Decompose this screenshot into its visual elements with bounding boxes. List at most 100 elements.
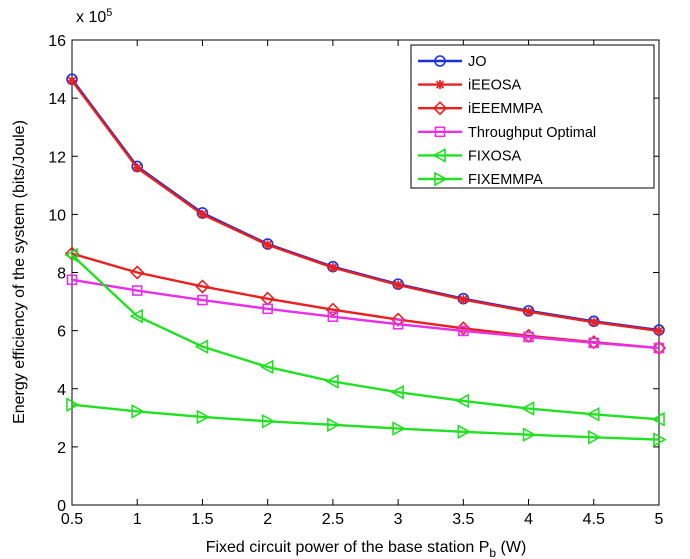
asterisk-stroke — [198, 210, 207, 219]
x-tick-label: 5 — [655, 511, 664, 528]
legend-marker — [434, 126, 446, 138]
series-3 — [66, 274, 665, 354]
data-point — [197, 209, 207, 219]
legend-label: Throughput Optimal — [468, 125, 596, 141]
legend-marker — [432, 101, 448, 116]
data-point — [392, 421, 406, 436]
data-point — [131, 285, 143, 296]
legend-entry: Throughput Optimal — [418, 125, 596, 141]
data-point — [455, 393, 470, 409]
legend: JO iEEOSA iEEEMMPA Throughput Optimal FIXOSA… — [410, 44, 655, 189]
y-multiplier-label: x 105 — [76, 7, 112, 26]
y-tick-label: 8 — [57, 266, 66, 283]
data-point — [325, 374, 339, 389]
data-point — [64, 246, 80, 261]
series-5 — [66, 397, 667, 447]
x-tick-label: 1.5 — [191, 511, 213, 528]
y-tick-label: 12 — [48, 149, 66, 166]
asterisk-stroke — [524, 307, 533, 316]
y-tick-label: 6 — [57, 324, 66, 341]
asterisk-stroke — [67, 76, 77, 85]
legend-label: FIXOSA — [468, 148, 522, 164]
asterisk-stroke — [654, 326, 664, 336]
data-point — [327, 417, 341, 433]
data-point — [458, 325, 469, 337]
data-point — [66, 274, 78, 286]
y-tick-label: 16 — [48, 33, 66, 50]
y-axis-label: Energy efficiency of the system (bits/Jo… — [11, 120, 28, 424]
y-tick-label: 10 — [48, 207, 66, 224]
x-tick-label: 4.5 — [583, 511, 605, 528]
data-point — [654, 326, 664, 336]
data-point — [392, 318, 404, 330]
data-point — [66, 397, 80, 413]
x-tick-label: 4 — [524, 511, 533, 528]
data-point — [586, 406, 600, 422]
series-layer — [64, 73, 667, 447]
x-tick-label: 1 — [133, 511, 142, 528]
asterisk-stroke — [435, 80, 445, 89]
legend-marker — [432, 148, 446, 163]
asterisk-stroke — [393, 280, 403, 290]
data-point — [263, 240, 273, 250]
data-point — [457, 424, 472, 440]
data-point — [523, 331, 534, 343]
data-point — [653, 432, 667, 447]
asterisk-stroke — [263, 240, 272, 250]
data-point — [390, 384, 404, 400]
y-tick-label: 0 — [57, 498, 66, 515]
y-tick-label: 2 — [57, 440, 66, 457]
data-point — [520, 401, 535, 416]
series-line — [71, 403, 660, 441]
x-axis-label-subscript: b — [489, 546, 496, 559]
series-1 — [67, 76, 664, 336]
asterisk-stroke — [328, 263, 338, 272]
data-point — [131, 404, 145, 419]
legend-entry: FIXOSA — [418, 148, 522, 164]
legend-entry: FIXEMMPA — [418, 171, 543, 188]
axis-ticks: 0.5 1 1.5 2 2.5 3 3.5 4 4.5 5 0 2 4 6 8 10 12 14 16 — [48, 33, 663, 528]
data-point — [262, 303, 273, 315]
data-point — [327, 311, 339, 322]
legend-box — [410, 44, 655, 189]
legend-entry: JO — [418, 54, 487, 70]
data-point — [458, 295, 468, 305]
legend-entry: iEEEMMPA — [418, 101, 543, 117]
asterisk-stroke — [133, 163, 142, 173]
data-point — [589, 317, 599, 327]
x-tick-label: 3.5 — [452, 511, 474, 528]
series-line — [71, 79, 660, 333]
y-tick-label: 14 — [48, 91, 66, 108]
data-point — [393, 280, 403, 290]
data-point — [195, 279, 210, 294]
x-axis-label-unit: (W) — [501, 539, 527, 556]
data-point — [651, 411, 665, 427]
x-tick-label: 0.5 — [61, 511, 83, 528]
data-point — [390, 312, 406, 327]
data-point — [261, 413, 276, 429]
legend-entry: iEEOSA — [418, 78, 522, 94]
data-point — [653, 342, 665, 354]
data-point — [197, 294, 208, 306]
series-line — [71, 254, 660, 421]
y-multiplier-exponent: 5 — [106, 7, 112, 19]
legend-marker — [434, 171, 448, 187]
data-point — [259, 359, 274, 375]
legend-label: iEEEMMPA — [468, 101, 543, 117]
data-point — [194, 339, 209, 354]
data-point — [67, 76, 77, 86]
data-point — [524, 307, 534, 317]
x-tick-label: 2 — [263, 511, 272, 528]
x-tick-label: 3 — [394, 511, 403, 528]
data-point — [129, 308, 144, 324]
data-point — [130, 265, 145, 280]
asterisk-stroke — [589, 318, 598, 327]
legend-marker — [435, 80, 445, 90]
data-point — [64, 247, 78, 263]
legend-label: iEEOSA — [468, 78, 522, 94]
data-point — [522, 427, 537, 443]
legend-label: FIXEMMPA — [468, 172, 543, 188]
data-point — [328, 263, 338, 273]
series-line — [71, 278, 660, 350]
